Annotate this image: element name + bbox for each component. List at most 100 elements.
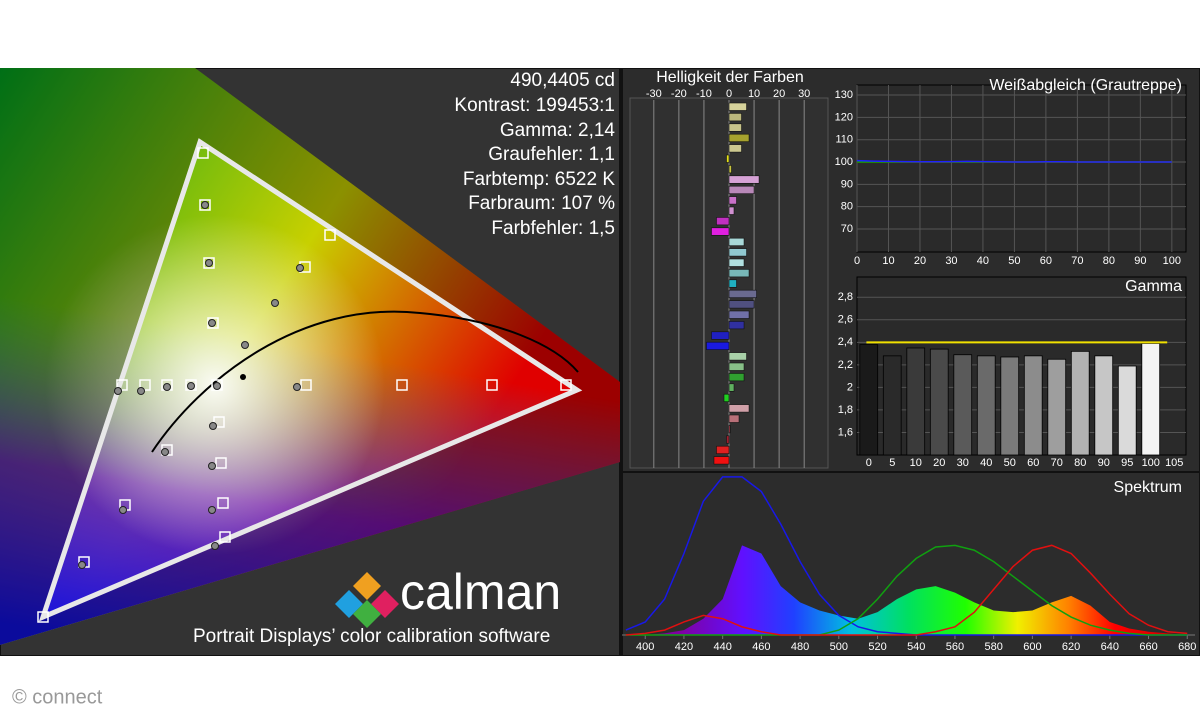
x-tick-label: 30: [798, 88, 810, 100]
bar: [728, 414, 740, 423]
x-tick-label: 100: [1142, 457, 1160, 469]
stat: Gamma: 2,14: [500, 120, 616, 141]
bar: [728, 185, 755, 194]
x-tick-label: 660: [1139, 641, 1157, 653]
x-tick-label: 60: [1040, 255, 1052, 267]
y-tick-label: 2,4: [838, 336, 853, 348]
x-tick-label: 10: [910, 457, 922, 469]
x-tick-label: 520: [868, 641, 886, 653]
bar: [953, 354, 973, 456]
stat: 490,4405 cd: [510, 70, 615, 91]
bar: [706, 341, 730, 350]
series-line: [625, 544, 1188, 636]
x-tick-label: 560: [946, 641, 964, 653]
bar: [728, 352, 747, 361]
logo-name: calman: [400, 564, 561, 620]
series-line: [625, 476, 1188, 636]
bar: [728, 425, 731, 434]
y-tick-label: 110: [835, 134, 853, 146]
bar: [728, 362, 745, 371]
series-line: [625, 544, 1188, 636]
y-tick-label: 2: [847, 381, 853, 393]
x-tick-label: 440: [713, 641, 731, 653]
bar: [711, 331, 730, 340]
plot-area: [856, 276, 1187, 456]
x-tick-label: 80: [1074, 457, 1086, 469]
bar: [728, 165, 732, 174]
bar: [713, 456, 730, 465]
x-tick-label: 0: [854, 255, 860, 267]
x-tick-label: 0: [726, 88, 732, 100]
x-tick-label: -20: [671, 88, 687, 100]
x-tick-label: 100: [1163, 255, 1181, 267]
y-tick-label: 2,2: [838, 359, 853, 371]
x-tick-label: 105: [1165, 457, 1183, 469]
stat: Farbraum: 107 %: [468, 193, 615, 214]
x-tick-label: 620: [1062, 641, 1080, 653]
x-tick-label: -10: [696, 88, 712, 100]
x-tick-label: 40: [977, 255, 989, 267]
x-tick-label: 10: [882, 255, 894, 267]
x-tick-label: 90: [1098, 457, 1110, 469]
bar: [728, 383, 735, 392]
bar: [728, 321, 745, 330]
bar: [728, 248, 747, 257]
x-tick-label: 50: [1004, 457, 1016, 469]
x-tick-label: 480: [791, 641, 809, 653]
bar: [1023, 355, 1043, 456]
stat: Kontrast: 199453:1: [454, 95, 615, 116]
x-tick-label: 5: [889, 457, 895, 469]
x-tick-label: 580: [984, 641, 1002, 653]
y-tick-label: 1,8: [838, 404, 853, 416]
y-tick-label: 2,8: [838, 291, 853, 303]
bar: [728, 258, 745, 267]
bar: [728, 206, 735, 215]
bar: [726, 154, 730, 163]
plot-area: [856, 84, 1187, 253]
bar: [1117, 365, 1137, 456]
x-tick-label: 40: [980, 457, 992, 469]
bar: [728, 144, 742, 153]
x-tick-label: -30: [646, 88, 662, 100]
bar: [1070, 350, 1090, 456]
bar: [728, 289, 757, 298]
bar: [728, 404, 750, 413]
bar: [728, 237, 745, 246]
series-area: [625, 545, 1188, 635]
x-tick-label: 400: [636, 641, 654, 653]
x-tick-label: 50: [1008, 255, 1020, 267]
stat: Graufehler: 1,1: [488, 144, 615, 165]
x-tick-label: 540: [907, 641, 925, 653]
y-tick-label: 90: [841, 178, 853, 190]
y-tick-label: 1,6: [838, 426, 853, 438]
bar: [716, 445, 730, 454]
x-tick-label: 30: [957, 457, 969, 469]
x-tick-label: 80: [1103, 255, 1115, 267]
logo-tagline: Portrait Displays’ color calibration sof…: [193, 626, 550, 647]
stats: 490,4405 cd Kontrast: 199453:1 Gamma: 2,…: [454, 70, 615, 239]
x-tick-label: 600: [1023, 641, 1041, 653]
chart-title: Helligkeit der Farben: [656, 69, 804, 86]
bar: [711, 227, 730, 236]
x-tick-label: 20: [914, 255, 926, 267]
bar: [728, 279, 737, 288]
bar: [728, 133, 750, 142]
bar: [723, 393, 730, 402]
bar: [1094, 355, 1114, 456]
x-tick-label: 30: [945, 255, 957, 267]
x-tick-label: 500: [830, 641, 848, 653]
bar: [726, 435, 730, 444]
bar: [728, 196, 737, 205]
chart-title: Spektrum: [1114, 479, 1182, 496]
y-tick-label: 70: [841, 223, 853, 235]
x-tick-label: 70: [1051, 457, 1063, 469]
logo-icon: [335, 572, 399, 628]
bar: [728, 113, 742, 122]
bar: [882, 355, 902, 456]
x-tick-label: 680: [1178, 641, 1196, 653]
bar: [728, 300, 755, 309]
bar: [728, 310, 750, 319]
cie-diagram: [0, 68, 620, 645]
chart-title: Weißabgleich (Grautreppe): [989, 77, 1182, 94]
y-tick-label: 2,6: [838, 314, 853, 326]
